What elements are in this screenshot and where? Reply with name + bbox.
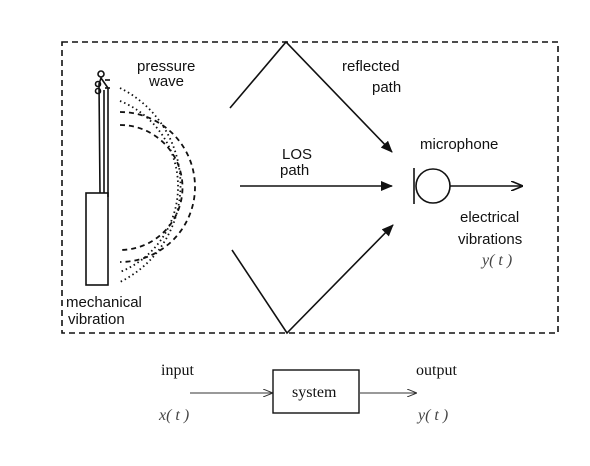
label-los-path: path	[280, 162, 309, 179]
label-reflected-path: path	[372, 79, 401, 96]
label-vibration: vibration	[68, 311, 125, 328]
microphone-icon	[413, 168, 451, 204]
label-microphone: microphone	[420, 136, 498, 153]
system-block	[272, 369, 360, 414]
label-los: LOS	[282, 146, 312, 163]
reflected-path-upper	[229, 40, 393, 153]
label-vibrations: vibrations	[458, 231, 522, 248]
system-output-label: output	[416, 362, 457, 379]
system-input-label: input	[161, 362, 194, 379]
system-output-signal: y( t )	[416, 407, 448, 424]
system-block-label: system	[292, 384, 337, 401]
reflected-path-lower	[231, 224, 394, 335]
label-output-signal-top: y( t )	[480, 252, 512, 269]
label-pressure: pressure	[137, 58, 195, 75]
system-input-signal: x( t )	[158, 407, 189, 424]
label-mechanical: mechanical	[66, 294, 142, 311]
label-electrical: electrical	[460, 209, 519, 226]
guitar-icon	[85, 70, 110, 286]
label-wave: wave	[148, 73, 184, 90]
label-reflected: reflected	[342, 58, 400, 75]
environment-boundary	[61, 41, 559, 334]
pressure-wave-fronts	[119, 87, 196, 283]
